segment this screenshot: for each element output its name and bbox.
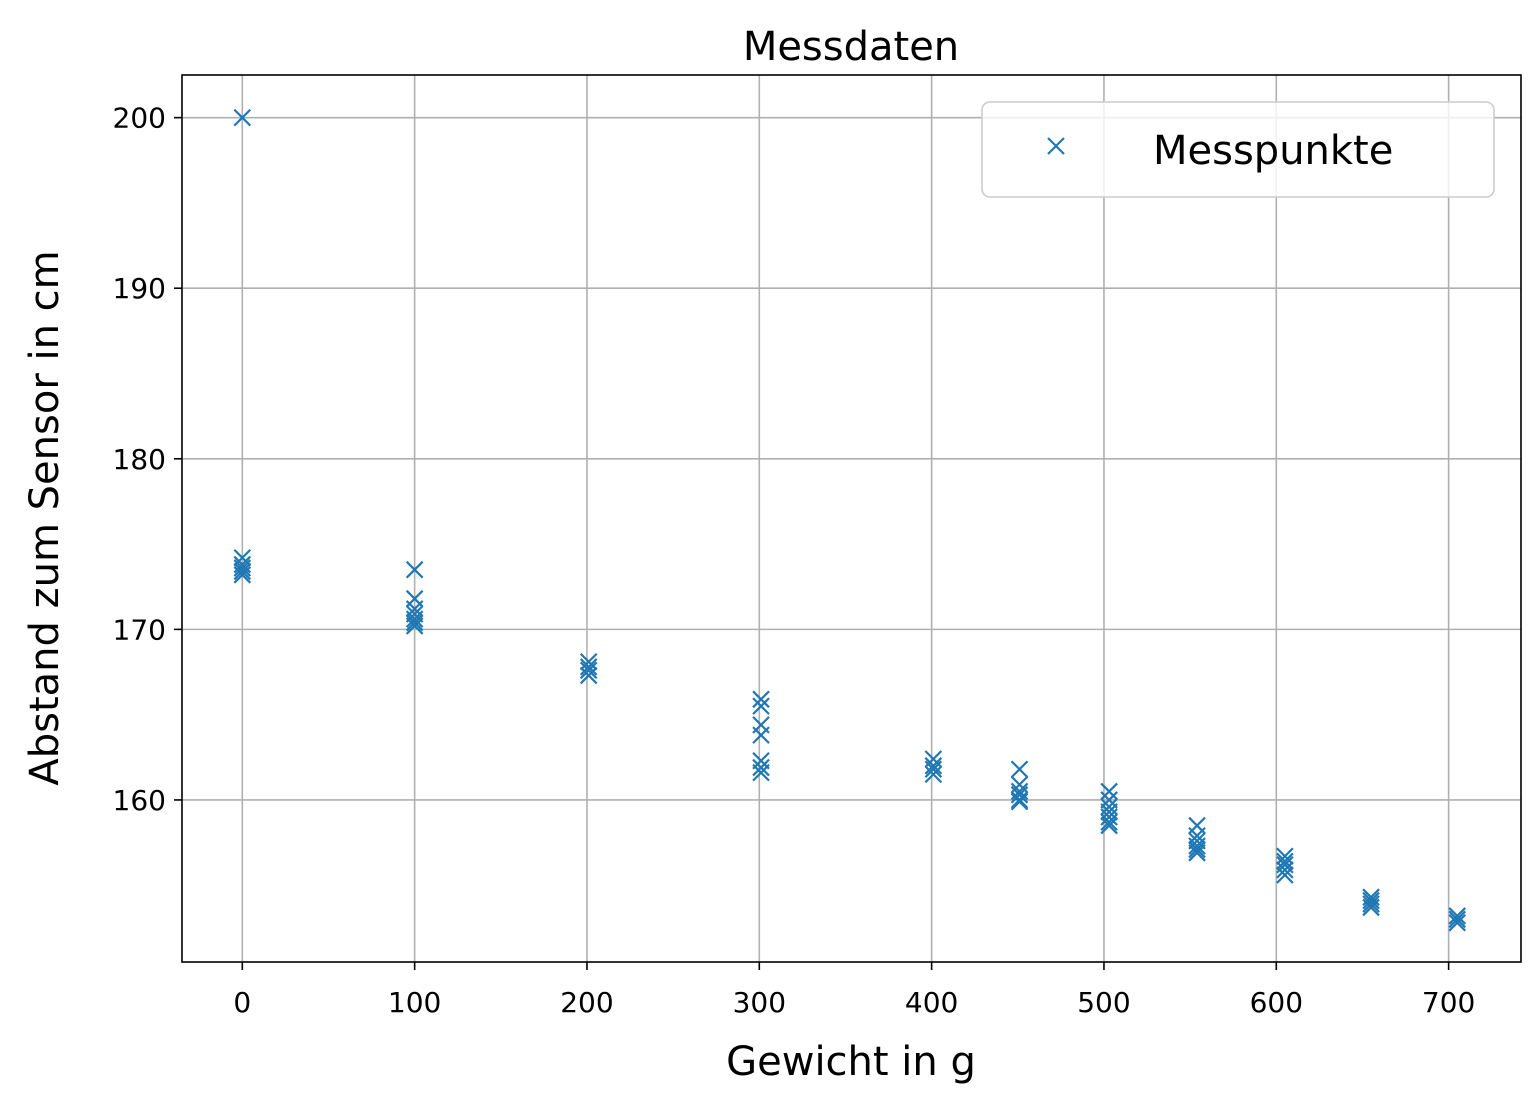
data-point [1100, 816, 1118, 835]
data-point [1276, 847, 1294, 866]
x-tick-label: 200 [560, 986, 613, 1019]
grid-lines [182, 75, 1521, 962]
data-point [1188, 844, 1206, 862]
data-point [405, 613, 424, 632]
data-point [1188, 837, 1206, 855]
data-point [752, 726, 770, 744]
data-point [1010, 786, 1029, 804]
data-point [1362, 898, 1380, 917]
data-point [579, 653, 598, 671]
data-point [1448, 913, 1467, 932]
x-tick-label: 0 [233, 986, 251, 1019]
data-point [752, 758, 770, 777]
y-tick-label: 170 [113, 613, 166, 646]
legend-box [981, 101, 1495, 198]
data-point [233, 108, 252, 127]
data-point [752, 690, 770, 709]
data-point [405, 560, 424, 579]
data-point [924, 757, 943, 775]
data-point [579, 666, 598, 685]
data-point [233, 566, 252, 584]
y-axis-ticks: 160 170 180 190 200 [113, 102, 182, 817]
x-tick-label: 300 [733, 986, 786, 1019]
y-tick-label: 160 [113, 784, 166, 817]
data-point [924, 760, 943, 779]
data-point [1100, 813, 1118, 831]
x-axis-label: Gewicht in g [726, 1039, 976, 1085]
y-tick-label: 190 [113, 272, 166, 305]
y-tick-label: 200 [113, 102, 166, 135]
data-point [924, 765, 943, 784]
y-tick-label: 180 [113, 443, 166, 476]
data-point [405, 617, 424, 635]
data-point [1188, 840, 1206, 859]
data-point [752, 697, 770, 715]
legend: Messpunkte [981, 101, 1495, 198]
y-axis-label: Abstand zum Sensor in cm [22, 250, 68, 785]
data-points [233, 108, 1467, 932]
data-point [1448, 907, 1467, 925]
data-point [1362, 891, 1380, 910]
x-tick-label: 700 [1422, 986, 1475, 1019]
data-point [1100, 782, 1118, 801]
data-point [1100, 808, 1118, 826]
legend-marker [1047, 137, 1065, 155]
x-axis-ticks: 0 100 200 300 400 500 600 700 [233, 962, 1475, 1019]
x-tick-label: 600 [1250, 986, 1303, 1019]
legend-entry-messpunkte: Messpunkte [1153, 128, 1393, 174]
data-point [579, 658, 598, 676]
data-point [1448, 910, 1467, 929]
x-tick-label: 400 [905, 986, 958, 1019]
data-point [233, 562, 252, 581]
data-point [752, 763, 770, 782]
data-point [1362, 895, 1380, 913]
data-point [233, 559, 252, 577]
data-point [1276, 866, 1294, 884]
x-tick-label: 100 [388, 986, 441, 1019]
x-tick-label: 500 [1077, 986, 1130, 1019]
data-point [1010, 760, 1029, 779]
data-point [579, 661, 598, 680]
data-point [1276, 861, 1294, 879]
data-point [405, 610, 424, 628]
data-point [1276, 852, 1294, 871]
plot-frame [181, 74, 1522, 963]
chart-title: Messdaten [743, 24, 959, 70]
data-point [1010, 792, 1029, 811]
data-point [1010, 791, 1029, 809]
